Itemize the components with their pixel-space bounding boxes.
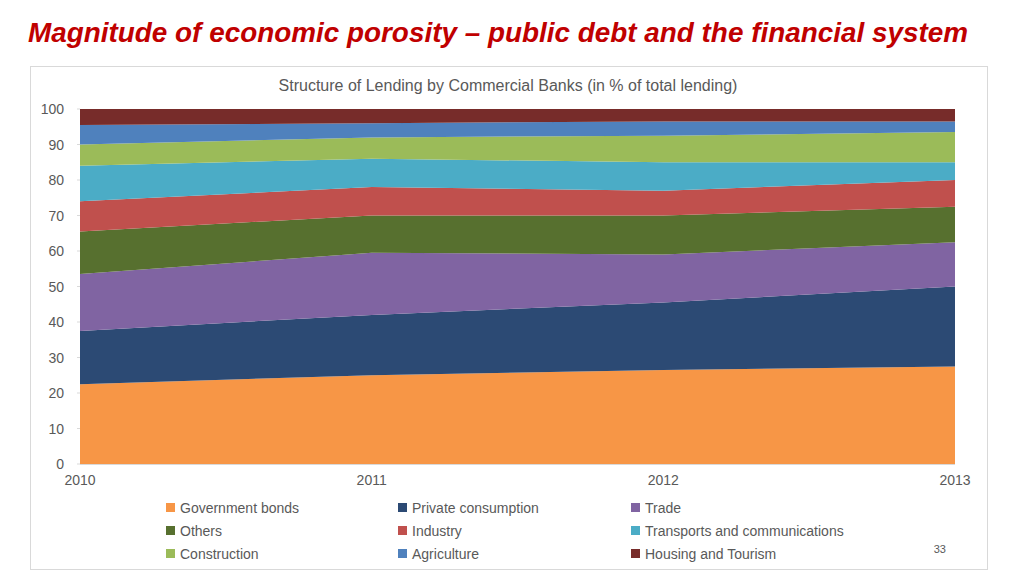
y-tick-label: 90 xyxy=(48,137,64,153)
area-series xyxy=(80,109,955,125)
y-tick xyxy=(77,251,80,252)
legend-label: Government bonds xyxy=(180,500,299,516)
y-tick xyxy=(77,464,80,465)
page-number: 33 xyxy=(934,543,946,555)
y-tick-label: 30 xyxy=(48,350,64,366)
y-tick-label: 10 xyxy=(48,421,64,437)
area-series xyxy=(80,159,955,202)
chart-frame xyxy=(31,67,988,570)
y-tick xyxy=(77,428,80,429)
legend-label: Industry xyxy=(412,523,462,539)
x-axis xyxy=(80,464,955,465)
y-tick-label: 40 xyxy=(48,314,64,330)
y-tick xyxy=(77,322,80,323)
chart-title: Structure of Lending by Commercial Banks… xyxy=(279,77,738,94)
y-tick xyxy=(77,180,80,181)
y-tick-label: 50 xyxy=(48,279,64,295)
y-tick-label: 60 xyxy=(48,243,64,259)
x-tick-label: 2012 xyxy=(648,472,679,488)
legend-label: Construction xyxy=(180,546,259,562)
slide: Magnitude of economic porosity – public … xyxy=(0,0,1024,576)
y-tick-label: 0 xyxy=(56,456,64,472)
y-tick xyxy=(77,215,80,216)
area-series xyxy=(80,366,955,464)
y-tick xyxy=(77,286,80,287)
y-tick xyxy=(77,109,80,110)
legend-label: Housing and Tourism xyxy=(645,546,776,562)
legend-label: Others xyxy=(180,523,222,539)
legend-label: Agriculture xyxy=(412,546,479,562)
legend-swatch xyxy=(166,526,175,535)
legend-swatch xyxy=(631,503,640,512)
legend-label: Trade xyxy=(645,500,681,516)
y-tick-label: 20 xyxy=(48,385,64,401)
legend-label: Transports and communications xyxy=(645,523,844,539)
legend-swatch xyxy=(166,549,175,558)
legend-swatch xyxy=(631,526,640,535)
y-tick-label: 70 xyxy=(48,208,64,224)
legend-swatch xyxy=(398,503,407,512)
slide-title: Magnitude of economic porosity – public … xyxy=(28,17,968,48)
y-tick xyxy=(77,144,80,145)
legend-label: Private consumption xyxy=(412,500,539,516)
legend-swatch xyxy=(398,549,407,558)
legend-swatch xyxy=(398,526,407,535)
y-tick xyxy=(77,393,80,394)
x-tick-label: 2011 xyxy=(357,472,387,488)
y-tick-label: 100 xyxy=(41,101,65,117)
x-tick-label: 2010 xyxy=(64,472,95,488)
legend-swatch xyxy=(631,549,640,558)
plot-area xyxy=(80,109,955,464)
x-tick-label: 2013 xyxy=(939,472,970,488)
y-tick-label: 80 xyxy=(48,172,64,188)
legend-swatch xyxy=(166,503,175,512)
area-series xyxy=(80,121,955,144)
y-tick xyxy=(77,357,80,358)
